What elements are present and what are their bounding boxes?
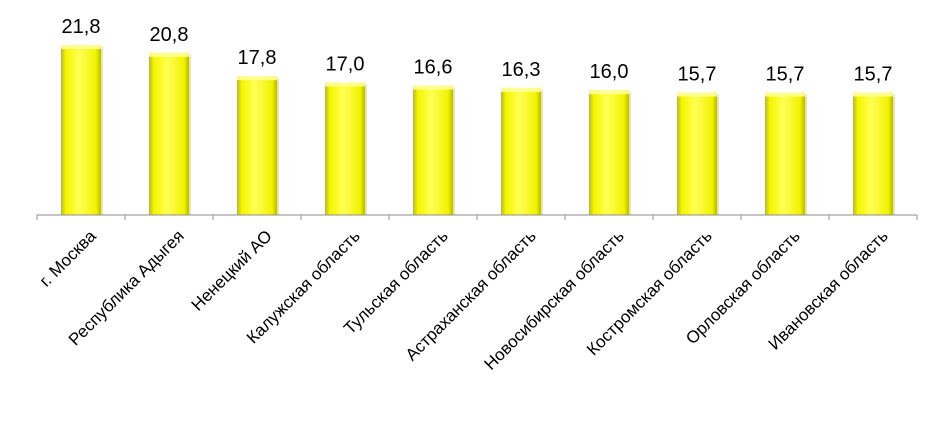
bar-body: [413, 85, 453, 215]
bar-top-bevel: [853, 92, 893, 97]
bar-top-bevel: [61, 45, 101, 49]
bar-top-bevel: [765, 92, 805, 97]
bar-top-bevel: [413, 85, 453, 90]
bar-body: [677, 92, 717, 215]
bar-top-bevel: [237, 76, 277, 81]
bar: [325, 82, 367, 216]
category-label: г. Москва: [36, 226, 100, 290]
bar: [853, 92, 895, 215]
bar-top-bevel: [589, 90, 629, 95]
bar-top-bevel: [149, 52, 189, 57]
bar-body: [237, 76, 277, 215]
x-axis: [36, 214, 918, 220]
bar-top-bevel: [677, 92, 717, 97]
value-label: 15,7: [678, 64, 717, 86]
bar-body: [61, 45, 101, 215]
category-label: Ненецкий АО: [188, 226, 276, 314]
value-label: 17,0: [326, 53, 365, 75]
value-label: 21,8: [62, 16, 101, 38]
bar-body: [501, 87, 541, 215]
value-label: 16,6: [414, 57, 453, 79]
value-label: 20,8: [150, 24, 189, 46]
bars-layer: [61, 45, 895, 216]
value-labels: 21,8 20,8 17,8 17,0 16,6 16,3 16,0 15,7 15,7 15,7: [62, 16, 893, 86]
value-label: 16,0: [590, 61, 629, 83]
bar: [501, 87, 543, 215]
bar: [61, 45, 103, 215]
bar-body: [853, 92, 893, 215]
value-label: 15,7: [766, 64, 805, 86]
bar-top-bevel: [501, 87, 541, 92]
bar: [765, 92, 807, 215]
value-label: 16,3: [502, 59, 541, 81]
value-label: 15,7: [854, 64, 893, 86]
bar: [677, 92, 719, 215]
bar: [149, 52, 191, 216]
bar: [589, 90, 631, 215]
bar-body: [765, 92, 805, 215]
bar: [237, 76, 279, 215]
bar: [413, 85, 455, 215]
bar-body: [589, 90, 629, 215]
bar-body: [149, 52, 189, 216]
bar-top-bevel: [325, 82, 365, 87]
value-label: 17,8: [238, 47, 277, 69]
bar-body: [325, 82, 365, 216]
category-label: Новосибирская область: [480, 226, 627, 373]
